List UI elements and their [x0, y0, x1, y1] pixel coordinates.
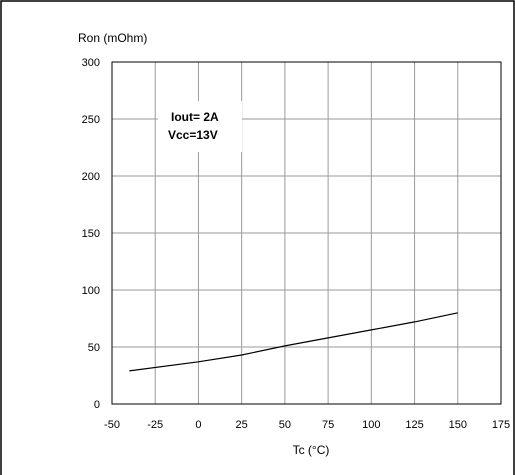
x-tick-label: 150	[449, 419, 467, 431]
y-tick-label: 200	[82, 171, 100, 183]
y-tick-label: 100	[82, 285, 100, 297]
x-tick-label: 25	[236, 419, 248, 431]
y-tick-label: 150	[82, 228, 100, 240]
series-lines	[129, 312, 458, 372]
x-tick-label: 75	[322, 419, 334, 431]
y-tick-label: 300	[82, 57, 100, 69]
y-tick-label: 50	[88, 342, 100, 354]
y-tick-label: 0	[94, 399, 100, 411]
x-tick-label: 175	[492, 419, 510, 431]
x-tick-labels: -50 -25 0 25 50 75 100 125 150 175	[104, 419, 510, 431]
grid-lines	[112, 62, 501, 404]
x-tick-label: 100	[362, 419, 380, 431]
x-tick-label: -25	[147, 419, 163, 431]
x-tick-label: 50	[279, 419, 291, 431]
x-tick-label: 0	[195, 419, 201, 431]
y-tick-label: 250	[82, 114, 100, 126]
x-tick-label: 125	[405, 419, 423, 431]
series-line	[129, 312, 458, 372]
x-axis-label: Tc (°C)	[293, 443, 330, 457]
annotation-vcc: Vcc=13V	[168, 128, 218, 142]
annotation-iout: Iout= 2A	[171, 110, 219, 124]
plot-area	[111, 61, 502, 405]
annotation-box	[158, 101, 242, 152]
y-axis-label: Ron (mOhm)	[78, 31, 147, 45]
y-tick-labels: 0 50 100 150 200 250 300	[82, 57, 100, 411]
x-tick-label: -50	[104, 419, 120, 431]
